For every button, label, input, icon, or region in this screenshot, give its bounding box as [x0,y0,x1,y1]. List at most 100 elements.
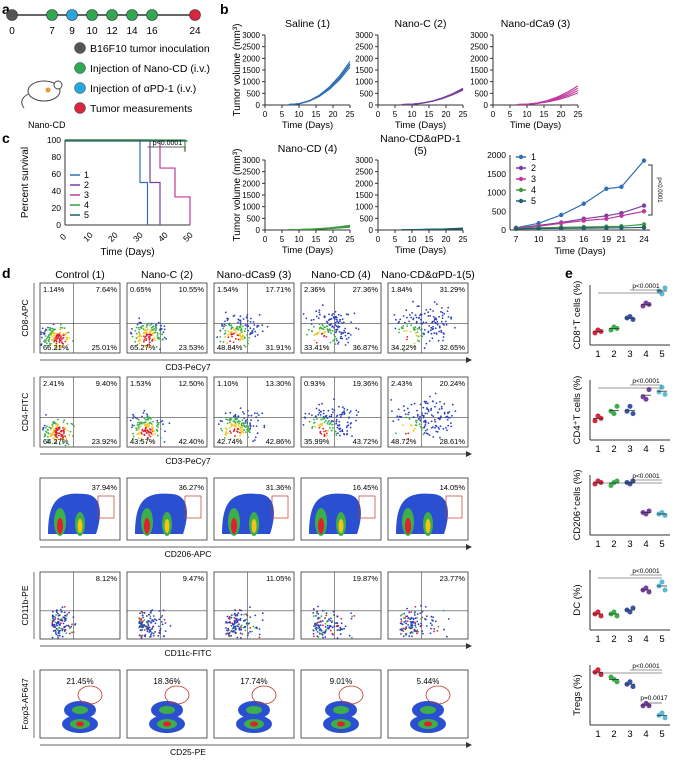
legend-marker [518,154,524,160]
legend-marker [74,42,86,54]
event-dot [430,627,432,630]
event-dot [333,625,336,628]
event-dot [235,617,238,620]
event-dot [326,417,329,419]
event-dot [60,433,62,436]
data-point [659,710,665,716]
event-dot [320,433,323,435]
event-dot [147,621,150,624]
event-dot [447,411,449,414]
event-dot [54,439,56,441]
event-dot [340,416,342,418]
event-dot [224,434,227,437]
event-dot [244,324,247,327]
event-dot [344,334,347,337]
arrow-head-icon [466,643,472,649]
event-dot [160,324,163,327]
event-dot [326,432,328,435]
event-dot [147,346,150,349]
event-dot [241,335,244,338]
event-dot [224,335,227,338]
event-dot [430,407,433,410]
event-dot [427,330,430,333]
event-dot [227,627,230,630]
event-dot [341,411,344,414]
event-dot [336,622,339,625]
event-dot [42,426,45,429]
quadrant-value: 20.24% [440,379,466,388]
event-dot [405,432,407,435]
event-dot [140,610,143,613]
event-dot [347,341,350,344]
event-dot [136,421,139,424]
event-dot [331,326,333,328]
event-dot [399,416,401,418]
flow-plot: 8.12% [39,571,121,640]
event-dot [433,301,436,303]
event-dot [158,618,161,621]
event-dot [65,632,68,634]
event-dot [67,429,69,432]
event-dot [422,414,425,417]
event-dot [446,419,449,421]
event-dot [51,614,54,617]
event-dot [328,415,331,418]
event-dot [256,334,259,336]
event-dot [332,339,334,342]
event-dot [318,411,321,414]
event-dot [233,612,236,615]
event-dot [432,415,435,417]
flow-plot: 2.36% 27.36%33.41% 36.87% [300,282,382,354]
event-dot [140,636,143,639]
event-dot [322,324,324,327]
event-dot [430,414,433,416]
event-dot [144,421,147,423]
event-dot [402,627,405,630]
event-dot [324,617,326,620]
y-tick-label: 0 [56,220,61,230]
panel-a-label: a [2,1,10,17]
legend-marker [74,62,86,74]
event-dot [406,607,408,610]
event-dot [61,606,64,609]
gate-value: 23.77% [440,574,466,583]
x-tick-label: 1 [595,444,600,455]
data-point [630,684,636,690]
event-dot [336,328,339,331]
tumor-growth-curve [401,87,464,106]
event-dot [334,335,337,338]
event-dot [237,338,240,341]
x-tick-label: 3 [627,349,632,360]
y-tick-label: 500 [247,89,261,98]
event-dot [419,403,422,406]
event-dot [422,632,424,635]
event-dot [234,421,237,424]
event-dot [444,320,447,323]
event-dot [67,331,70,334]
event-dot [145,333,148,336]
y-tick-label: 1500 [242,191,260,200]
event-dot [436,431,439,433]
event-dot [254,614,257,617]
event-dot [316,635,319,638]
flow-plot: 0.93% 19.36%35.99% 43.72% [300,376,382,448]
event-dot [131,424,134,427]
mean-series-point [619,213,624,218]
event-dot [313,334,316,336]
event-dot [143,345,146,347]
event-dot [54,346,57,348]
event-dot [47,440,49,442]
event-dot [323,435,326,437]
event-dot [346,430,349,432]
x-tick-label: 5 [659,349,664,360]
event-dot [240,624,243,627]
event-dot [239,315,242,318]
event-dot [236,421,239,424]
event-dot [221,323,223,325]
event-dot [221,429,224,432]
event-dot [50,334,53,336]
event-dot [340,314,342,317]
event-dot [136,344,139,346]
y-tick-label: 1500 [470,66,488,75]
event-dot [437,625,440,628]
